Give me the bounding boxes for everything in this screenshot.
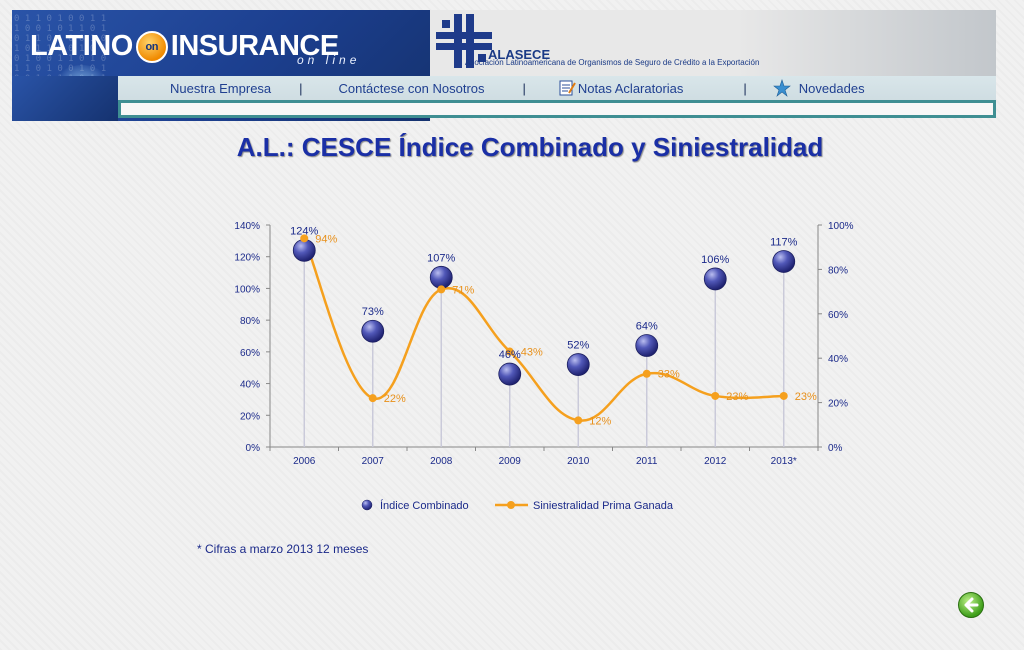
siniestralidad-label: 23% — [795, 391, 817, 403]
y-left-tick-label: 80% — [240, 316, 260, 327]
alasece-logo-icon — [436, 14, 492, 68]
nav-item-novedades[interactable]: Novedades — [772, 79, 865, 97]
alasece-subtitle: Asociación Latinoamericana de Organismos… — [465, 58, 760, 67]
indice-combinado-label: 64% — [636, 321, 658, 333]
y-left-tick-label: 40% — [240, 380, 260, 391]
siniestralidad-point — [711, 391, 720, 400]
x-tick-label: 2012 — [704, 456, 727, 467]
notes-icon — [559, 80, 576, 96]
y-left-tick-label: 140% — [234, 221, 260, 232]
nav-item-notas-aclaratorias[interactable]: Notas Aclaratorias — [558, 79, 683, 97]
x-tick-label: 2006 — [293, 456, 316, 467]
siniestralidad-label: 94% — [315, 233, 337, 245]
siniestralidad-point — [368, 394, 377, 403]
y-left-tick-label: 100% — [234, 284, 260, 295]
legend-siniestralidad-label: Siniestralidad Prima Ganada — [533, 500, 674, 512]
footnote: * Cifras a marzo 2013 12 meses — [197, 542, 369, 556]
indice-combinado-point — [772, 250, 796, 273]
siniestralidad-label: 33% — [658, 369, 680, 381]
y-right-tick-label: 60% — [828, 310, 848, 321]
indice-combinado-point — [292, 238, 316, 262]
siniestralidad-point — [574, 416, 583, 425]
indice-combinado-label: 124% — [290, 225, 318, 237]
indice-combinado-point — [429, 265, 453, 289]
star-icon — [772, 79, 791, 97]
siniestralidad-point — [437, 285, 446, 294]
siniestralidad-point — [300, 234, 309, 243]
indice-combinado-point — [703, 267, 727, 291]
legend-siniestralidad-marker — [507, 501, 515, 509]
siniestralidad-label: 12% — [589, 415, 611, 427]
indice-combinado-label: 73% — [362, 306, 384, 318]
alasece-name: ALASECE — [488, 47, 551, 62]
site-header: 0 1 1 0 1 0 0 1 1 1 0 0 1 0 1 1 0 1 0 1 … — [12, 10, 996, 121]
main-nav: Nuestra Empresa | Contáctese con Nosotro… — [118, 76, 996, 100]
page-title: A.L.: CESCE Índice Combinado y Siniestra… — [236, 132, 824, 162]
nav-underline-bar — [118, 100, 996, 118]
indice-combinado-label: 107% — [427, 252, 455, 264]
y-right-tick-label: 100% — [828, 221, 854, 232]
indice-combinado-label: 117% — [770, 236, 798, 248]
siniestralidad-label: 43% — [521, 347, 543, 359]
y-left-tick-label: 120% — [234, 253, 260, 264]
x-tick-label: 2011 — [636, 456, 658, 467]
indice-combinado-label: 106% — [701, 254, 729, 266]
x-tick-label: 2007 — [362, 456, 385, 467]
siniestralidad-point — [779, 391, 788, 400]
indice-combinado-label: 52% — [567, 340, 589, 352]
legend-indice-marker — [361, 499, 373, 511]
logo-on-badge: on — [135, 30, 168, 63]
indice-combinado-point — [635, 334, 659, 357]
back-button[interactable] — [958, 592, 984, 618]
indice-combinado-point — [361, 319, 385, 343]
siniestralidad-label: 22% — [384, 393, 406, 405]
y-right-tick-label: 20% — [828, 399, 848, 410]
x-tick-label: 2008 — [430, 456, 453, 467]
logo-text-latino: LATINO — [30, 30, 133, 62]
legend-indice-label: Índice Combinado — [380, 499, 469, 512]
nav-item-nuestra-empresa[interactable]: Nuestra Empresa — [170, 80, 272, 96]
siniestralidad-point — [505, 347, 514, 356]
indice-combinado-point — [566, 353, 590, 376]
y-left-tick-label: 0% — [246, 443, 261, 454]
y-left-tick-label: 20% — [240, 411, 260, 422]
banner-photo — [736, 10, 996, 76]
indice-combinado-label: 46% — [499, 349, 521, 361]
arrow-left-icon — [964, 597, 979, 613]
siniestralidad-label: 23% — [726, 391, 748, 403]
y-right-tick-label: 0% — [828, 443, 843, 454]
y-left-tick-label: 60% — [240, 348, 260, 359]
x-tick-label: 2013* — [771, 456, 797, 467]
x-tick-label: 2009 — [499, 456, 522, 467]
y-right-tick-label: 80% — [828, 265, 848, 276]
x-tick-label: 2010 — [567, 456, 590, 467]
logo-online-text: on line — [297, 53, 361, 67]
alasece-banner: ALASECE — [430, 10, 996, 76]
siniestralidad-label: 71% — [452, 284, 474, 296]
indice-combinado-point — [498, 362, 522, 386]
y-right-tick-label: 40% — [828, 354, 848, 365]
nav-item-contactese[interactable]: Contáctese con Nosotros — [338, 80, 485, 96]
siniestralidad-point — [642, 369, 651, 378]
logo-text-insurance: INSURANCE — [170, 30, 339, 62]
